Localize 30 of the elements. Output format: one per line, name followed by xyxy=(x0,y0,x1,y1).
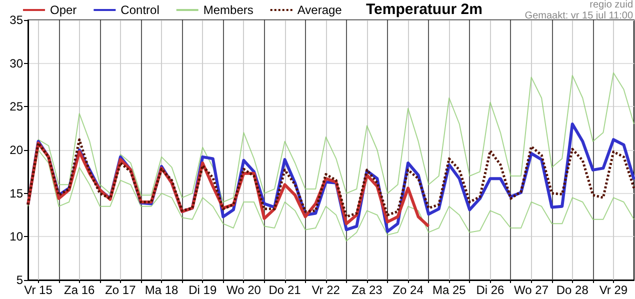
x-tick-label: Do 28 xyxy=(556,283,589,297)
annotation: Gemaakt: vr 15 jul 11:00 xyxy=(524,10,634,22)
y-tick-label: 20 xyxy=(10,143,24,157)
y-tick-label: 5 xyxy=(16,273,24,287)
x-tick-label: Za 23 xyxy=(352,283,383,297)
x-tick-label: Wo 27 xyxy=(514,283,549,297)
legend-label: Members xyxy=(203,3,254,17)
x-tick-label: Za 16 xyxy=(64,283,96,297)
y-tick-label: 30 xyxy=(10,56,24,70)
legend-label: Average xyxy=(297,3,342,17)
x-tick-label: Ma 25 xyxy=(432,283,466,297)
x-tick-label: Zo 24 xyxy=(392,283,424,297)
y-tick-label: 10 xyxy=(10,230,24,244)
y-tick-label: 35 xyxy=(10,13,24,27)
x-tick-label: Vr 15 xyxy=(24,283,53,297)
x-tick-label: Di 19 xyxy=(188,283,217,297)
x-tick-label: Vr 22 xyxy=(312,283,340,297)
y-tick-label: 15 xyxy=(10,186,24,200)
x-tick-label: Zo 17 xyxy=(105,283,136,297)
text: regio zuid xyxy=(590,0,633,10)
line-series xyxy=(26,138,635,218)
chart-title: Temperatuur 2m xyxy=(366,1,482,18)
x-tick-label: Di 26 xyxy=(476,283,505,297)
x-tick-label: Ma 18 xyxy=(144,283,179,297)
x-tick-label: Wo 20 xyxy=(226,283,262,297)
x-tick-label: Do 21 xyxy=(268,283,302,297)
x-tick-label: Vr 29 xyxy=(599,283,628,297)
legend-label: Control xyxy=(120,3,160,17)
y-tick-label: 25 xyxy=(10,100,24,114)
legend-label: Oper xyxy=(50,3,77,17)
